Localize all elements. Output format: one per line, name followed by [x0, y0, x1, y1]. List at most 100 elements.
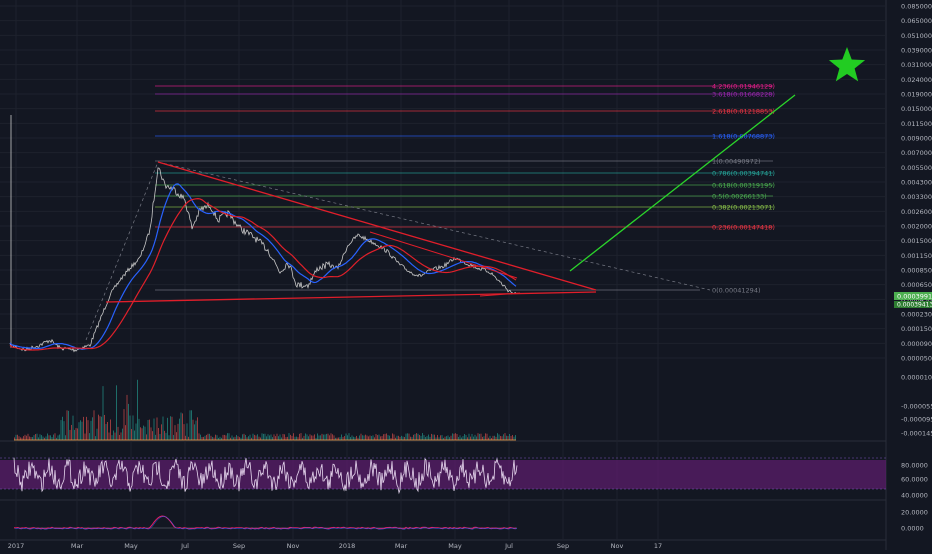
volume-bar	[263, 433, 264, 440]
volume-bar	[66, 410, 68, 440]
volume-bar	[504, 433, 506, 440]
volume-bar	[347, 435, 348, 440]
secondary-price-label: 0.00039413	[897, 302, 932, 309]
volume-bar	[183, 424, 185, 440]
volume-bar	[126, 394, 128, 440]
volume-bar	[200, 434, 201, 440]
volume-bar	[137, 379, 138, 440]
time-axis-label: Mar	[395, 542, 408, 550]
volume-bar	[266, 436, 267, 440]
volume-bar	[224, 434, 225, 440]
volume-bar	[125, 425, 126, 440]
volume-bar	[89, 433, 90, 440]
volume-bar	[455, 433, 456, 440]
volume-bar	[260, 437, 261, 440]
volume-bar	[251, 437, 252, 440]
volume-bar	[491, 437, 492, 440]
volume-bar	[395, 437, 396, 440]
fib-level-label: 4.236(0.01946129)	[712, 83, 775, 91]
volume-bar	[398, 435, 399, 440]
price-axis-label: 0.08500000	[901, 3, 932, 11]
volume-bar	[237, 436, 239, 440]
volume-bar	[453, 433, 455, 440]
volume-bar	[344, 436, 345, 440]
volume-bar	[62, 416, 63, 440]
volume-bar	[296, 436, 297, 440]
volume-bar	[371, 436, 372, 440]
time-axis-label: Sep	[557, 542, 569, 550]
volume-bar	[21, 437, 23, 440]
macd-line	[13, 515, 517, 530]
volume-bar	[72, 415, 74, 440]
volume-bar	[297, 437, 299, 440]
volume-bar	[201, 436, 203, 440]
volume-bar	[423, 435, 425, 440]
volume-bar	[147, 420, 149, 440]
price-axis-label: 0.01900000	[901, 91, 932, 99]
volume-bar	[420, 435, 422, 440]
volume-bar	[239, 437, 240, 440]
price-axis-label: 0.00115000	[901, 252, 932, 260]
volume-bar	[96, 428, 98, 440]
volume-bar	[450, 435, 452, 440]
fib-diagonal	[157, 161, 711, 291]
fib-level-label: 0.236(0.00147418)	[712, 224, 775, 232]
volume-bar	[158, 428, 159, 440]
volume-bar	[369, 435, 371, 440]
fib-level-label: 0.5(0.00266133)	[712, 193, 767, 201]
volume-bar	[479, 433, 480, 440]
volume-bar	[113, 430, 114, 440]
volume-bar	[503, 434, 504, 440]
volume-bar	[437, 435, 438, 440]
time-axis-label: 2017	[8, 542, 25, 550]
volume-bar	[198, 433, 200, 440]
price-axis-label: 0.06500000	[901, 17, 932, 25]
volume-bar	[354, 437, 356, 440]
volume-bar	[383, 434, 384, 440]
volume-bar	[306, 434, 308, 440]
volume-bar	[258, 436, 260, 440]
volume-bar	[294, 436, 296, 440]
time-axis-label: 17	[654, 542, 662, 550]
volume-bar	[461, 437, 462, 440]
volume-bar	[363, 435, 365, 440]
price-axis-label: 0.00009000	[901, 340, 932, 348]
volume-bar	[171, 416, 173, 440]
volume-bar	[308, 436, 309, 440]
volume-bar	[305, 433, 306, 440]
volume-bar	[350, 437, 351, 440]
volume-bar	[33, 435, 35, 440]
volume-bar	[191, 410, 192, 440]
volume-bar	[377, 435, 378, 440]
volume-bar	[101, 416, 102, 440]
volume-bar	[510, 435, 512, 440]
volume-bar	[71, 424, 72, 440]
volume-bar	[108, 432, 110, 440]
volume-bar	[335, 437, 336, 440]
volume-axis-label: -0.00005500	[901, 403, 932, 411]
volume-bar	[275, 436, 276, 440]
volume-bar	[443, 437, 444, 440]
volume-bar	[435, 437, 437, 440]
volume-bar	[441, 435, 443, 440]
volume-bar	[432, 434, 434, 440]
volume-bar	[495, 436, 497, 440]
volume-bar	[18, 436, 20, 440]
volume-bar	[177, 423, 179, 440]
volume-bar	[77, 428, 78, 440]
volume-bar	[425, 437, 426, 440]
rsi-axis-label: 20.0000	[901, 509, 928, 517]
volume-bar	[419, 434, 420, 440]
moving-average-red	[9, 197, 517, 351]
volume-bar	[180, 412, 182, 440]
volume-bar	[357, 437, 359, 440]
volume-bar	[299, 433, 300, 440]
volume-bar	[80, 420, 81, 440]
volume-bar	[360, 433, 362, 440]
volume-bar	[143, 425, 144, 440]
volume-bar	[447, 435, 449, 440]
rsi-axis-label: 60.0000	[901, 476, 928, 484]
volume-bar	[146, 434, 147, 440]
